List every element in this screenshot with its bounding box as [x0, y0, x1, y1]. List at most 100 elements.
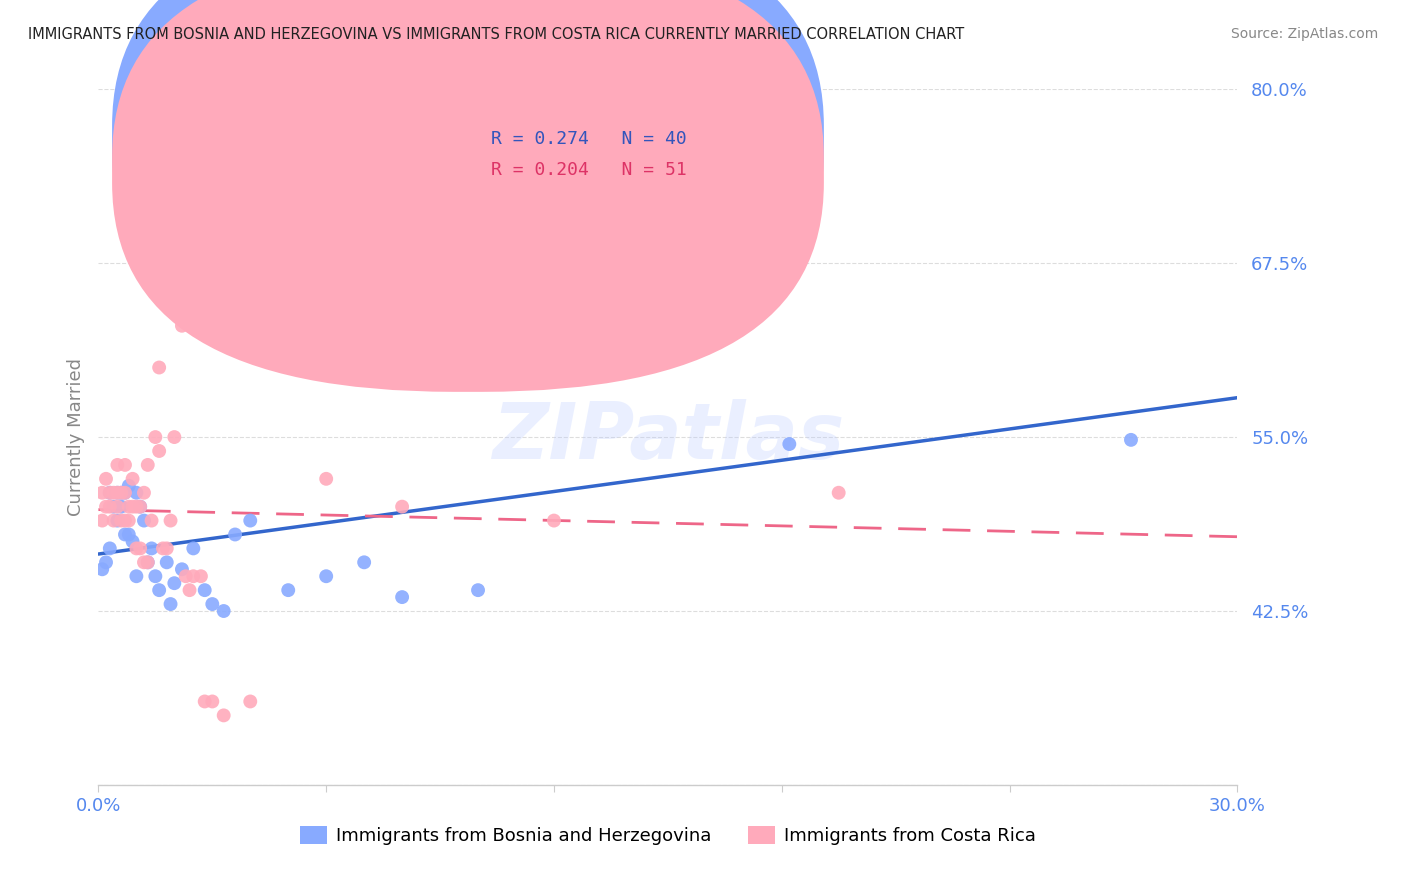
Legend: Immigrants from Bosnia and Herzegovina, Immigrants from Costa Rica: Immigrants from Bosnia and Herzegovina, …: [292, 819, 1043, 853]
Point: [118, 514, 141, 528]
Point: [315, 569, 337, 583]
Point: [170, 562, 193, 576]
Point: [201, 597, 224, 611]
Point: [170, 318, 193, 333]
Point: [778, 437, 800, 451]
Point: [114, 514, 136, 528]
Point: [103, 485, 125, 500]
Point: [156, 555, 179, 569]
Point: [118, 479, 141, 493]
Point: [98, 485, 121, 500]
Point: [136, 555, 159, 569]
Point: [194, 694, 217, 708]
Point: [201, 694, 224, 708]
Point: [136, 555, 159, 569]
Point: [156, 541, 179, 556]
Point: [118, 527, 141, 541]
Text: R = 0.204   N = 51: R = 0.204 N = 51: [491, 161, 688, 179]
Text: R = 0.274   N = 40: R = 0.274 N = 40: [491, 129, 688, 147]
Point: [136, 458, 159, 472]
Point: [91, 485, 114, 500]
Point: [239, 694, 262, 708]
Point: [212, 708, 235, 723]
Point: [391, 500, 413, 514]
Point: [148, 444, 170, 458]
Point: [125, 500, 148, 514]
Point: [194, 583, 217, 598]
Point: [98, 485, 121, 500]
Point: [190, 569, 212, 583]
Point: [183, 569, 205, 583]
Point: [94, 500, 117, 514]
Point: [212, 604, 235, 618]
Point: [107, 485, 129, 500]
Point: [676, 235, 699, 250]
Point: [110, 514, 132, 528]
Point: [91, 514, 114, 528]
Point: [94, 472, 117, 486]
Y-axis label: Currently Married: Currently Married: [66, 358, 84, 516]
FancyBboxPatch shape: [112, 0, 824, 360]
Point: [141, 541, 163, 556]
Point: [145, 569, 167, 583]
Point: [145, 430, 167, 444]
Point: [110, 500, 132, 514]
Point: [167, 291, 190, 305]
Point: [125, 569, 148, 583]
Point: [121, 534, 143, 549]
Point: [94, 555, 117, 569]
Point: [91, 562, 114, 576]
Point: [125, 485, 148, 500]
Text: Source: ZipAtlas.com: Source: ZipAtlas.com: [1230, 27, 1378, 41]
Point: [159, 514, 181, 528]
Point: [121, 500, 143, 514]
Point: [159, 597, 181, 611]
Point: [353, 555, 375, 569]
Point: [114, 485, 136, 500]
Point: [183, 541, 205, 556]
Point: [179, 583, 201, 598]
Point: [103, 500, 125, 514]
Point: [543, 514, 565, 528]
Point: [174, 569, 197, 583]
Text: ZIPatlas: ZIPatlas: [492, 399, 844, 475]
Point: [148, 583, 170, 598]
Point: [239, 514, 262, 528]
Point: [107, 500, 129, 514]
Point: [129, 500, 152, 514]
Point: [277, 583, 299, 598]
Point: [114, 527, 136, 541]
Point: [391, 590, 413, 604]
Point: [125, 541, 148, 556]
FancyBboxPatch shape: [112, 0, 824, 392]
Point: [98, 500, 121, 514]
Point: [141, 514, 163, 528]
Point: [107, 485, 129, 500]
Point: [148, 360, 170, 375]
Point: [277, 318, 299, 333]
Point: [129, 500, 152, 514]
Point: [315, 472, 337, 486]
Point: [132, 555, 155, 569]
Point: [107, 514, 129, 528]
Point: [110, 485, 132, 500]
Point: [1119, 433, 1142, 447]
Point: [828, 485, 851, 500]
Point: [121, 472, 143, 486]
FancyBboxPatch shape: [429, 117, 702, 221]
Point: [163, 576, 186, 591]
Point: [132, 514, 155, 528]
Point: [114, 485, 136, 500]
Point: [103, 514, 125, 528]
Point: [118, 500, 141, 514]
Point: [107, 458, 129, 472]
Point: [224, 527, 246, 541]
Point: [467, 583, 489, 598]
Point: [163, 430, 186, 444]
Point: [132, 485, 155, 500]
Text: IMMIGRANTS FROM BOSNIA AND HERZEGOVINA VS IMMIGRANTS FROM COSTA RICA CURRENTLY M: IMMIGRANTS FROM BOSNIA AND HERZEGOVINA V…: [28, 27, 965, 42]
Point: [129, 541, 152, 556]
Point: [110, 485, 132, 500]
Point: [98, 541, 121, 556]
Point: [114, 458, 136, 472]
